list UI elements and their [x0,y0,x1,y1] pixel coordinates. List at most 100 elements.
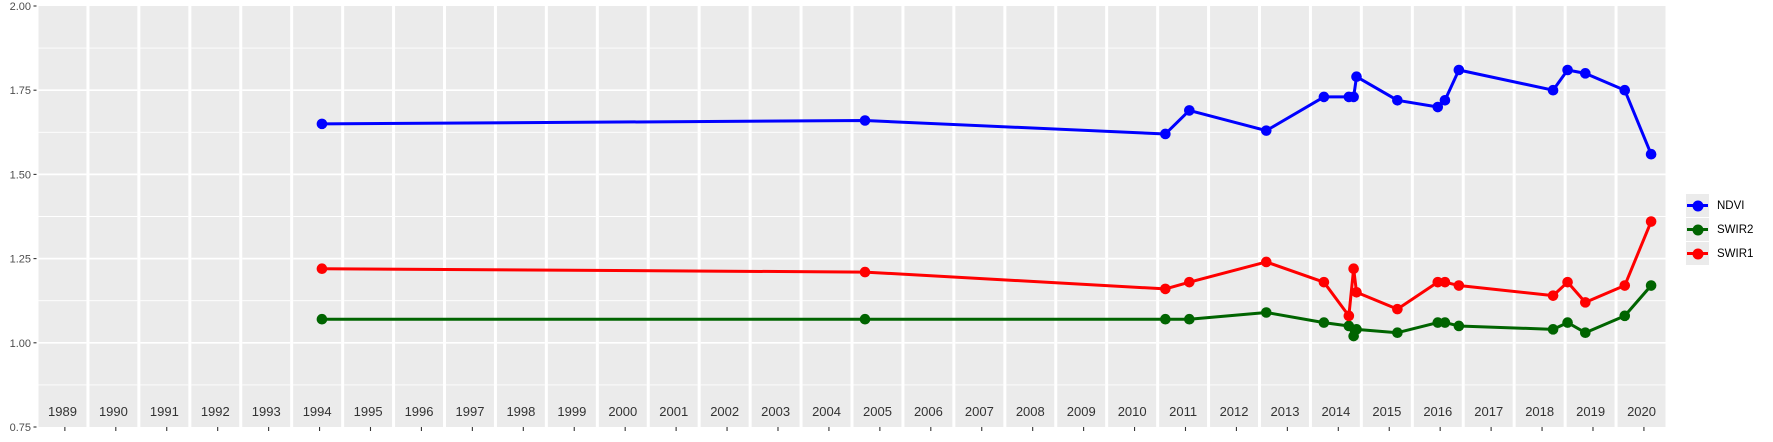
y-axis-tick-label: 2.00 [10,1,31,13]
x-axis-year-label: 2015 [1372,404,1401,419]
data-point-swir2 [1260,307,1272,318]
data-point-swir2 [1318,317,1330,328]
y-axis-tick-label: 1.00 [10,338,31,350]
data-point-ndvi [1184,105,1195,116]
data-point-ndvi [1392,95,1403,106]
legend-key-ndvi [1686,194,1709,217]
data-point-swir1 [1348,263,1359,275]
data-point-swir2 [1645,280,1657,291]
data-point-swir2 [316,313,328,325]
data-point-swir1 [1562,276,1573,288]
data-point-ndvi [1453,64,1465,76]
x-axis-year-label: 2002 [710,404,739,419]
x-axis-year-label: 2016 [1423,404,1452,419]
x-axis-year-label: 1992 [201,404,230,419]
data-point-ndvi [1160,128,1171,140]
data-point-swir2 [1547,324,1559,335]
x-axis-year-label: 2008 [1016,404,1045,419]
data-point-swir1 [1343,310,1355,322]
x-axis-year-label: 2018 [1525,404,1554,419]
legend-item-swir1: SWIR1 [1686,242,1753,265]
data-point-swir1 [1439,276,1451,288]
data-point-ndvi [1432,101,1444,113]
data-point-ndvi [1619,84,1631,96]
data-point-swir1 [1619,280,1631,291]
legend-item-swir2: SWIR2 [1686,218,1753,241]
swir1-point-icon [1692,248,1703,259]
data-point-swir1 [316,263,328,275]
x-axis-year-label: 2005 [863,404,892,419]
data-point-swir1 [859,266,871,278]
legend-label-swir1: SWIR1 [1717,247,1754,260]
data-point-swir2 [1439,317,1451,328]
data-point-swir2 [1580,327,1591,338]
data-point-swir1 [1580,297,1591,308]
data-point-ndvi [1562,64,1573,76]
data-point-swir2 [1392,327,1403,338]
data-point-swir2 [859,313,871,325]
x-axis-year-label: 1995 [354,404,383,419]
data-point-swir1 [1260,256,1272,268]
legend-label-swir2: SWIR2 [1717,223,1754,236]
legend-label-ndvi: NDVI [1717,199,1745,212]
x-axis-year-label: 1994 [303,404,332,419]
y-axis-tick-label: 1.50 [10,169,31,181]
x-axis-year-label: 1997 [456,404,485,419]
x-axis-year-label: 1990 [99,404,128,419]
legend-key-swir2 [1686,218,1709,241]
x-axis-year-label: 2011 [1169,404,1197,419]
x-axis-year-label: 2000 [608,404,637,419]
swir2-point-icon [1692,224,1703,235]
data-point-swir1 [1351,286,1362,298]
legend: NDVI SWIR2 SWIR1 [1686,194,1753,266]
data-point-swir1 [1645,216,1657,227]
x-axis-year-label: 2004 [812,404,841,419]
x-axis-year-label: 1993 [252,404,281,419]
x-axis-year-label: 2014 [1321,404,1350,419]
x-axis-year-label: 2003 [761,404,790,419]
data-point-swir1 [1160,283,1171,295]
data-point-swir2 [1453,320,1465,332]
x-axis-year-label: 2019 [1576,404,1605,419]
data-point-swir1 [1184,276,1195,288]
data-point-swir1 [1318,276,1330,288]
data-point-ndvi [316,118,328,130]
data-point-ndvi [1547,84,1559,96]
x-axis-year-label: 2001 [659,404,688,419]
data-point-ndvi [1351,71,1362,83]
x-axis-year-label: 1999 [557,404,586,419]
data-point-swir2 [1184,313,1195,325]
x-axis-year-label: 1998 [506,404,535,419]
data-point-swir2 [1160,313,1171,325]
data-point-swir2 [1619,310,1631,322]
x-axis-year-label: 2020 [1627,404,1656,419]
data-point-swir2 [1351,324,1362,335]
x-axis-year-label: 1996 [405,404,434,419]
data-point-swir1 [1453,280,1465,291]
x-axis-year-label: 2013 [1271,404,1300,419]
data-point-ndvi [1348,91,1359,103]
x-axis-year-label: 2010 [1118,404,1147,419]
data-point-ndvi [1260,125,1272,136]
x-axis-year-label: 2006 [914,404,943,419]
x-axis-year-label: 1991 [150,404,179,419]
x-axis-year-label: 2007 [965,404,994,419]
data-point-swir1 [1392,303,1403,315]
y-axis-tick-label: 1.25 [10,254,31,266]
y-axis-tick-label: 0.75 [10,422,31,434]
data-point-ndvi [1439,95,1451,106]
y-axis-tick-label: 1.75 [10,85,31,97]
data-point-ndvi [1318,91,1330,103]
x-axis-year-label: 2017 [1474,404,1503,419]
data-point-swir1 [1547,290,1559,301]
data-point-swir2 [1562,317,1573,328]
legend-item-ndvi: NDVI [1686,194,1753,217]
data-point-ndvi [1580,68,1591,79]
ndvi-point-icon [1692,200,1703,211]
data-point-ndvi [1645,148,1657,160]
x-axis-year-label: 1989 [48,404,77,419]
x-axis-year-label: 2012 [1220,404,1249,419]
data-point-ndvi [859,115,871,126]
